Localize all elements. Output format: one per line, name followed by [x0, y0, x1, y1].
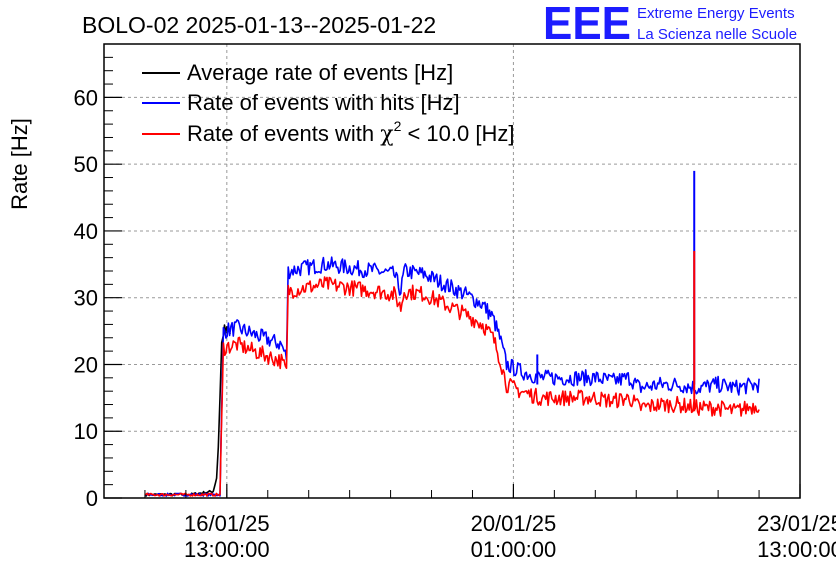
y-tick-label: 40	[74, 219, 98, 244]
y-tick-label: 30	[74, 286, 98, 311]
x-tick-label-date: 16/01/25	[184, 511, 270, 536]
x-tick-label-date: 23/01/25	[757, 511, 836, 536]
logo-line-2: La Scienza nelle Scuole	[637, 26, 797, 43]
y-axis-label: Rate [Hz]	[7, 118, 32, 210]
series-line	[144, 276, 760, 497]
x-tick-label-date: 20/01/25	[471, 511, 557, 536]
y-tick-label: 0	[86, 486, 98, 511]
y-tick-label: 20	[74, 352, 98, 377]
legend-label: Average rate of events [Hz]	[187, 60, 453, 85]
legend-label: Rate of events with hits [Hz]	[187, 90, 460, 115]
y-tick-label: 60	[74, 85, 98, 110]
series-line	[144, 324, 231, 497]
legend: Average rate of events [Hz] Rate of event…	[142, 60, 514, 147]
series-line	[144, 256, 760, 497]
chart-title: BOLO-02 2025-01-13--2025-01-22	[82, 12, 436, 38]
legend-label: Rate of events with χ2 < 10.0 [Hz]	[187, 118, 514, 147]
logo-line-1: Extreme Energy Events	[637, 5, 795, 22]
grid	[104, 44, 801, 498]
axes: 010203040506016/01/2513:00:0020/01/2501:…	[74, 43, 836, 562]
series-layer	[144, 170, 760, 497]
x-tick-label-time: 13:00:00	[757, 537, 836, 562]
eee-logo: EEE	[543, 0, 631, 49]
x-tick-label-time: 01:00:00	[471, 537, 557, 562]
y-tick-label: 50	[74, 152, 98, 177]
y-tick-label: 10	[74, 419, 98, 444]
x-tick-label-time: 13:00:00	[184, 537, 270, 562]
